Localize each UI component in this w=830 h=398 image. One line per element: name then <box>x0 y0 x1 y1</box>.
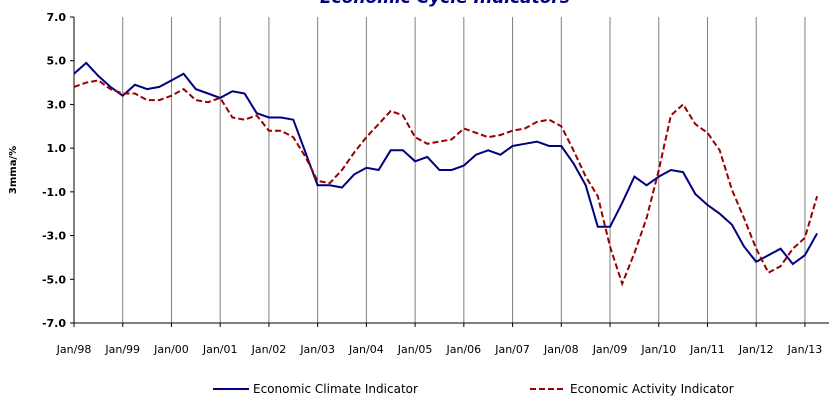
y-tick-label: 5.0 <box>47 55 67 68</box>
x-tick-label: Jan/01 <box>202 343 238 356</box>
x-tick-label: Jan/02 <box>251 343 287 356</box>
legend-label: Economic Climate Indicator <box>253 382 418 396</box>
y-tick-label: -1.0 <box>42 186 66 199</box>
y-tick-label: 3.0 <box>47 98 67 111</box>
series-line <box>73 79 819 287</box>
y-tick-label: -7.0 <box>42 317 66 330</box>
chart-title: Economic Cycle Indicators <box>320 0 570 8</box>
y-tick-label: 1.0 <box>47 142 67 155</box>
x-tick-label: Jan/13 <box>787 343 823 356</box>
x-tick-label: Jan/06 <box>446 343 482 356</box>
y-axis-label: 3mma/% <box>8 146 19 194</box>
x-tick-label: Jan/10 <box>640 343 676 356</box>
x-tick-label: Jan/04 <box>348 343 384 356</box>
x-tick-label: Jan/12 <box>738 343 774 356</box>
x-tick-label: Jan/07 <box>494 343 530 356</box>
legend-label: Economic Activity Indicator <box>570 382 734 396</box>
x-tick-label: Jan/05 <box>397 343 433 356</box>
x-tick-label: Jan/09 <box>592 343 628 356</box>
x-tick-label: Jan/08 <box>543 343 579 356</box>
y-tick-label: 7.0 <box>47 11 67 24</box>
series-line <box>73 61 818 266</box>
x-tick-label: Jan/11 <box>689 343 725 356</box>
x-tick-label: Jan/99 <box>104 343 140 356</box>
x-tick-label: Jan/00 <box>153 343 189 356</box>
y-tick-label: -5.0 <box>42 273 66 286</box>
y-tick-label: -3.0 <box>42 230 66 243</box>
x-tick-label: Jan/98 <box>56 343 92 356</box>
x-tick-label: Jan/03 <box>299 343 335 356</box>
